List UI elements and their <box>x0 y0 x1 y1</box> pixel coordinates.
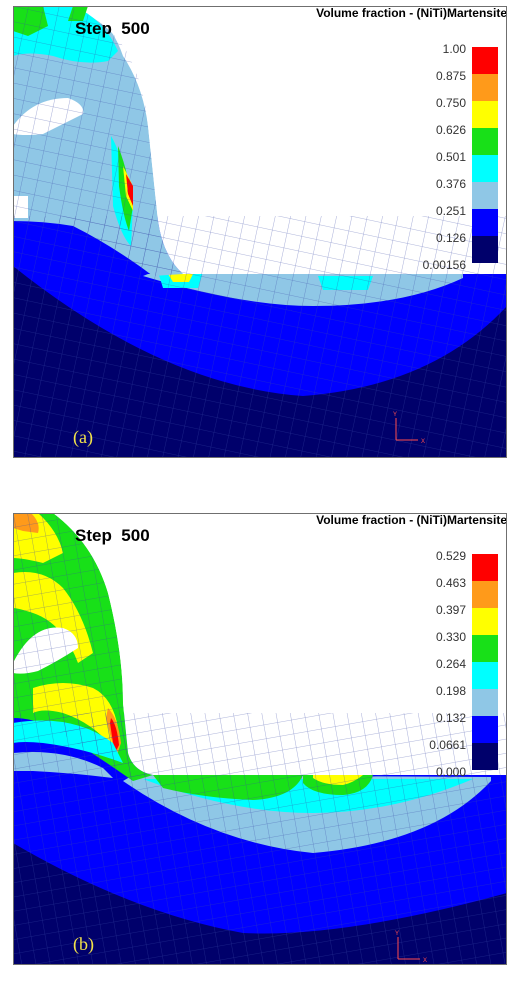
legend-label: 0.0661 <box>429 738 466 752</box>
legend-swatch-yellow <box>472 101 498 128</box>
legend-swatch-blue <box>472 209 498 236</box>
axis-y-label: Y <box>393 412 397 418</box>
legend-swatch-orange <box>472 581 498 608</box>
legend-swatch-yellow <box>472 608 498 635</box>
axis-y-label: Y <box>395 931 399 937</box>
legend-label: 0.000 <box>435 765 466 779</box>
panel-letter: (a) <box>73 427 93 447</box>
legend-label: 1.00 <box>442 42 466 56</box>
legend-swatch-navy <box>472 236 498 263</box>
panel-letter: (b) <box>73 934 94 954</box>
legend-swatch-orange <box>472 74 498 101</box>
legend-swatch-red <box>472 47 498 74</box>
legend-label: 0.264 <box>435 657 466 671</box>
legend-label: 0.132 <box>435 711 466 725</box>
axis-x-label: X <box>423 958 427 964</box>
legend-swatch-green <box>472 128 498 155</box>
legend-swatch-navy <box>472 743 498 770</box>
legend-label: 0.00156 <box>422 258 466 272</box>
contour-panel-b: Y X Volume fraction - (NiTi)Martensite S… <box>13 513 507 965</box>
legend-title: Volume fraction - (NiTi)Martensite <box>316 513 507 527</box>
legend-label: 0.750 <box>435 96 466 110</box>
axis-triad <box>395 418 418 441</box>
step-label: Step 500 <box>75 526 150 545</box>
axis-triad <box>397 937 420 960</box>
legend-swatch-cyan <box>472 662 498 689</box>
legend-label: 0.529 <box>435 549 466 563</box>
legend-title: Volume fraction - (NiTi)Martensite <box>316 6 507 20</box>
legend-label: 0.251 <box>435 204 466 218</box>
contour-panel-a: Y X Volume fraction - (NiTi)Martensite S… <box>13 6 507 458</box>
legend-swatch-green <box>472 635 498 662</box>
legend-label: 0.626 <box>435 123 466 137</box>
legend-label: 0.330 <box>435 630 466 644</box>
legend-swatch-blue <box>472 716 498 743</box>
color-legend-a <box>472 47 498 263</box>
legend-swatch-lightblue <box>472 182 498 209</box>
axis-x-label: X <box>421 439 425 445</box>
fea-mesh-plot-b: Y X <box>13 513 507 965</box>
legend-label: 0.397 <box>435 603 466 617</box>
legend-label: 0.376 <box>435 177 466 191</box>
legend-swatch-red <box>472 554 498 581</box>
legend-swatch-lightblue <box>472 689 498 716</box>
legend-label: 0.463 <box>435 576 466 590</box>
legend-label: 0.198 <box>435 684 466 698</box>
legend-label: 0.501 <box>435 150 466 164</box>
fea-mesh-plot-a: Y X <box>13 6 507 458</box>
step-label: Step 500 <box>75 19 150 38</box>
legend-swatch-cyan <box>472 155 498 182</box>
legend-label: 0.875 <box>435 69 466 83</box>
color-legend-b <box>472 554 498 770</box>
legend-label: 0.126 <box>435 231 466 245</box>
